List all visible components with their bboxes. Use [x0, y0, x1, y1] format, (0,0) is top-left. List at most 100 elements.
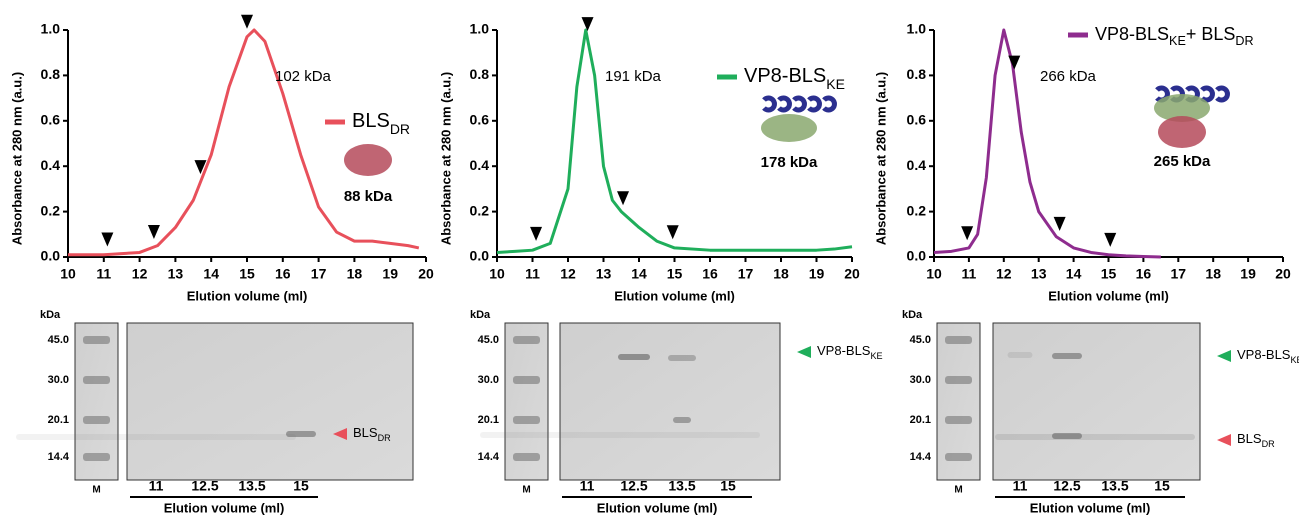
gel-unit: kDa: [470, 309, 491, 321]
y-tick-label: 0.8: [470, 66, 490, 82]
x-tick-label: 17: [311, 266, 327, 282]
x-tick-label: 18: [773, 266, 789, 282]
x-tick-label: 11: [525, 266, 540, 282]
x-tick-label: 11: [96, 266, 111, 282]
ladder-band: [945, 336, 972, 344]
x-tick-label: 10: [489, 266, 505, 282]
gel-band: [286, 431, 316, 437]
y-tick-label: 0.6: [907, 112, 927, 128]
ladder-band: [945, 416, 972, 424]
x-tick-label: 15: [239, 266, 255, 282]
ladder-band: [83, 336, 110, 344]
gel-band: [1007, 352, 1033, 358]
y-tick-label: 0.2: [907, 202, 927, 218]
label-text: VP8-BLS: [1237, 347, 1291, 362]
x-tick-label: 15: [1101, 266, 1117, 282]
x-axis-title: Elution volume (ml): [614, 288, 735, 303]
ladder-label: 14.4: [478, 451, 500, 463]
label-subscript: DR: [1262, 439, 1276, 449]
y-tick-label: 0.2: [470, 202, 490, 218]
x-tick-label: 12: [996, 266, 1012, 282]
x-tick-label: 17: [1171, 266, 1187, 282]
label-subscript: KE: [870, 351, 882, 361]
ladder-band: [83, 416, 110, 424]
legend-label: VP8-BLSKE: [1237, 347, 1299, 365]
complex-label: 178 kDa: [761, 154, 818, 171]
ladder-band: [83, 453, 110, 461]
lane-label: 11: [1013, 478, 1028, 494]
ladder-band: [513, 416, 540, 424]
x-tick-label: 13: [1031, 266, 1047, 282]
gel-band: [16, 434, 296, 440]
label-text: VP8-BLS: [817, 343, 871, 358]
icon-green: [761, 114, 817, 142]
ladder-lane-label: M: [522, 485, 530, 496]
label-subscript: DR: [390, 121, 410, 137]
y-tick-label: 0.8: [41, 66, 61, 82]
fraction-marker: [581, 17, 594, 32]
lane-label: 15: [720, 478, 736, 494]
x-tick-label: 16: [275, 266, 291, 282]
x-tick-label: 11: [961, 266, 976, 282]
ladder-band: [945, 376, 972, 384]
x-tick-label: 13: [168, 266, 184, 282]
fraction-marker: [1104, 232, 1117, 247]
gel-band: [1052, 353, 1082, 359]
ladder-band: [513, 336, 540, 344]
lane-label: 11: [580, 478, 595, 494]
fraction-marker: [530, 226, 543, 241]
legend-label: BLSDR: [1237, 431, 1275, 449]
fraction-marker: [1053, 216, 1066, 231]
x-tick-label: 15: [667, 266, 683, 282]
fraction-marker: [147, 225, 160, 240]
y-tick-label: 1.0: [41, 21, 61, 37]
y-tick-label: 0.6: [41, 112, 61, 128]
lane-label: 12.5: [191, 478, 218, 494]
ladder-label: 45.0: [910, 334, 931, 346]
line: [933, 28, 1161, 259]
lane-label: 13.5: [668, 478, 695, 494]
x-tick-label: 18: [347, 266, 363, 282]
x-tick-label: 17: [738, 266, 754, 282]
x-tick-label: 20: [844, 266, 860, 282]
legend-label: VP8-BLSKE: [744, 65, 845, 91]
gel-unit: kDa: [902, 309, 923, 321]
label-subscript: KE: [1290, 355, 1299, 365]
gel-x-title: Elution volume (ml): [164, 500, 285, 515]
gel-x-title: Elution volume (ml): [1030, 500, 1151, 515]
y-tick-label: 0.0: [907, 248, 927, 264]
ladder-lane-label: M: [954, 485, 962, 496]
legend-label: BLSDR: [352, 110, 410, 136]
gel-band: [1052, 433, 1082, 439]
peak-label: 266 kDa: [1040, 68, 1097, 85]
x-tick-label: 13: [596, 266, 612, 282]
ladder-band: [513, 376, 540, 384]
ladder-lane-label: M: [92, 485, 100, 496]
y-tick-label: 0.6: [470, 112, 490, 128]
x-tick-label: 19: [1240, 266, 1256, 282]
lane-label: 12.5: [620, 478, 647, 494]
ladder-band: [83, 376, 110, 384]
ladder-label: 20.1: [910, 414, 931, 426]
x-tick-label: 20: [418, 266, 434, 282]
y-tick-label: 1.0: [470, 21, 490, 37]
ladder-band: [945, 453, 972, 461]
peak-label: 102 kDa: [275, 68, 332, 85]
gel-unit: kDa: [40, 309, 61, 321]
y-tick-label: 0.2: [41, 202, 61, 218]
icon-domain: [792, 95, 807, 113]
x-tick-label: 20: [1275, 266, 1291, 282]
icon-green: [1154, 94, 1210, 122]
x-tick-label: 12: [132, 266, 148, 282]
label-subscript: DR: [378, 433, 392, 443]
label-text: BLS: [352, 110, 390, 132]
y-tick-label: 1.0: [907, 21, 927, 37]
legend-label: VP8-BLSKE+ BLSDR: [1095, 24, 1254, 49]
gel: [126, 322, 414, 481]
y-tick-label: 0.8: [907, 66, 927, 82]
icon-domain: [807, 95, 822, 113]
band-arrow: [1217, 434, 1231, 446]
icon-domain: [822, 95, 837, 113]
